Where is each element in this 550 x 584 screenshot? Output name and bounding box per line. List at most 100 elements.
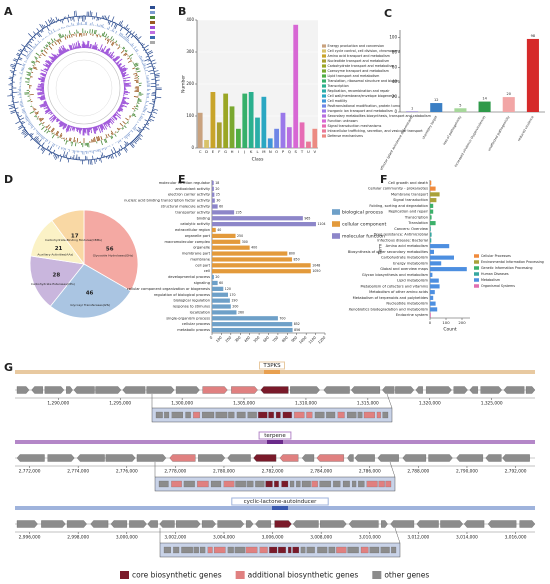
gene-tick	[40, 30, 43, 33]
skew-bar	[39, 102, 47, 107]
y-tick-label: Lipid metabolism	[397, 279, 428, 283]
gene-tick	[19, 103, 24, 105]
bar	[430, 180, 432, 185]
gc-bar	[56, 131, 60, 136]
skew-bar	[37, 95, 45, 99]
gene-arrow	[301, 454, 315, 462]
gc-bar	[41, 52, 46, 57]
gene-tick	[129, 143, 134, 149]
skew-bar	[107, 120, 110, 124]
gene-tick	[121, 138, 124, 140]
gene-tick	[133, 126, 137, 130]
gene-arrow	[320, 520, 347, 528]
legend-label: Posttranslational modification, protein …	[328, 104, 428, 108]
gene-tick	[28, 121, 31, 124]
gene-tick	[148, 118, 155, 122]
skew-bar	[117, 108, 123, 112]
gene-tick	[127, 132, 131, 136]
gene-arrow	[381, 520, 388, 528]
x-tick-label: O	[275, 149, 278, 154]
skew-bar	[117, 109, 121, 112]
gc-bar	[110, 132, 113, 136]
gene-arrow	[255, 520, 271, 528]
gc-bar	[132, 113, 136, 116]
gene-arrow	[129, 520, 147, 528]
gc-bar	[120, 50, 125, 54]
gc-bar	[125, 117, 129, 121]
skew-bar	[56, 119, 60, 123]
x-tick-label: 2,996,000	[19, 535, 41, 541]
skew-bar	[58, 54, 61, 57]
gene-tick	[151, 62, 157, 65]
gene-tick	[36, 131, 40, 135]
skew-bar	[122, 98, 125, 100]
bar	[430, 103, 443, 112]
cluster-label: T3PKS	[262, 363, 281, 369]
legend-label: biological process	[342, 210, 384, 216]
gene-tick	[26, 119, 30, 122]
gc-bar	[100, 136, 103, 141]
pie-slice	[51, 209, 85, 266]
bar	[299, 122, 305, 148]
gene-tick	[46, 26, 50, 31]
y-tick-label: Cell growth and death	[388, 181, 428, 185]
gene-tick	[16, 113, 19, 115]
gene-tick	[124, 146, 128, 151]
x-tick-label: K	[250, 149, 253, 154]
gene-tick	[53, 149, 56, 154]
gc-bar	[33, 66, 37, 69]
zoom-gene	[193, 411, 200, 419]
y-tick-label: transporter activity	[175, 210, 211, 214]
skew-bar	[120, 103, 127, 108]
bar	[204, 140, 209, 148]
y-tick-label: membrane part	[182, 252, 211, 256]
skew-bar	[119, 67, 123, 70]
gene-tick	[20, 120, 24, 123]
gc-bar	[51, 132, 53, 135]
gene-arrow	[480, 386, 502, 394]
skew-bar	[113, 114, 116, 117]
legend-swatch	[322, 89, 326, 93]
gc-bar	[136, 104, 139, 106]
gene-tick	[131, 45, 134, 48]
gene-tick	[142, 128, 145, 131]
skew-bar	[112, 58, 115, 61]
gc-bar	[69, 137, 72, 142]
gc-bar	[45, 45, 48, 48]
bar	[286, 127, 292, 148]
gc-bar	[134, 75, 138, 77]
gene-arrow	[16, 520, 38, 528]
gc-bar	[39, 54, 42, 56]
gc-bar	[38, 56, 41, 59]
gene-tick	[21, 121, 26, 125]
gc-bar	[105, 134, 108, 138]
zoom-gene	[259, 546, 268, 554]
gene-tick	[147, 51, 154, 55]
gene-tick	[59, 156, 63, 162]
gc-bar	[47, 126, 52, 130]
gc-bar	[127, 60, 132, 63]
gene-arrow	[469, 386, 478, 394]
bar	[212, 239, 241, 244]
gc-bar	[73, 137, 76, 143]
skew-bar	[51, 56, 56, 61]
bar	[212, 316, 278, 321]
skew-bar	[62, 44, 67, 53]
gene-tick	[107, 20, 110, 24]
gc-bar	[97, 136, 100, 142]
skew-bar	[58, 119, 61, 122]
cluster-mark	[264, 370, 280, 374]
gc-bar	[98, 135, 101, 141]
x-tick-label: 1,315,000	[357, 401, 379, 407]
gene-tick	[141, 113, 145, 116]
gc-bar	[115, 43, 117, 45]
gene-tick	[39, 23, 44, 30]
zoom-gene	[352, 480, 357, 488]
gene-tick	[150, 59, 156, 62]
gc-bar	[130, 57, 132, 59]
gene-tick	[24, 113, 27, 115]
x-tick-label: N	[269, 149, 272, 154]
gene-tick	[16, 111, 19, 114]
zoom-gene	[193, 546, 199, 554]
gene-arrow	[395, 386, 415, 394]
